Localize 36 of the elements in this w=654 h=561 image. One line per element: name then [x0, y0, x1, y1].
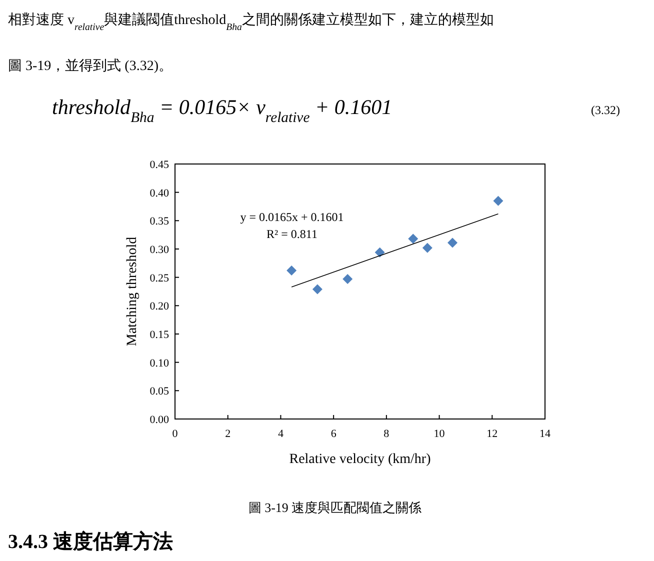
- point: [408, 234, 418, 244]
- point: [422, 242, 432, 253]
- point: [286, 266, 297, 276]
- text: 3.4.3 速度估算方法: [8, 530, 173, 553]
- point: [312, 284, 322, 294]
- y-tick-label: 0.05: [150, 386, 170, 398]
- y-tick-label: 0.10: [150, 357, 170, 370]
- text: threshold$_{Bha}$ = 0.0165× v$_{relative}$ + 0.1601: [52, 95, 392, 126]
- point: [342, 274, 353, 284]
- y-tick-label: 0.35: [150, 216, 170, 228]
- x-axis-title: Relative velocity (km/hr): [289, 452, 432, 467]
- x-tick-label: 10: [434, 428, 446, 440]
- text: 相對速度 v$_{relative}$與建議閥值threshold$_{Bha}$之間的關係建立模型如下，建立的模型如: [8, 12, 494, 32]
- y-tick-label: 0.30: [150, 244, 170, 256]
- annotation: R² = 0.811: [266, 227, 318, 241]
- text: (3.32): [591, 103, 620, 117]
- point: [448, 238, 458, 248]
- caption: 圖 3-19，並得到式 (3.32)。: [8, 58, 172, 74]
- point: [493, 196, 504, 206]
- annotation: y = 0.0165x + 0.1601: [240, 210, 344, 224]
- x-tick-label: 8: [384, 428, 390, 440]
- y-axis-title: Matching threshold: [125, 236, 140, 346]
- x-tick-label: 0: [172, 428, 178, 440]
- y-tick-label: 0.25: [150, 272, 170, 284]
- y-tick-label: 0.00: [150, 414, 170, 426]
- y-tick-label: 0.45: [150, 159, 170, 171]
- point: [374, 247, 385, 258]
- y-tick-label: 0.20: [150, 300, 170, 313]
- y-tick-label: 0.15: [150, 329, 170, 341]
- x-tick-label: 2: [225, 428, 231, 440]
- text: 圖 3-19 速度與匹配閥值之關係: [248, 500, 422, 515]
- x-tick-label: 12: [486, 428, 498, 440]
- y-tick-label: 0.40: [150, 187, 170, 200]
- x-tick-label: 4: [278, 428, 284, 440]
- x-tick-label: 14: [540, 428, 551, 440]
- x-tick-label: 6: [330, 428, 337, 440]
